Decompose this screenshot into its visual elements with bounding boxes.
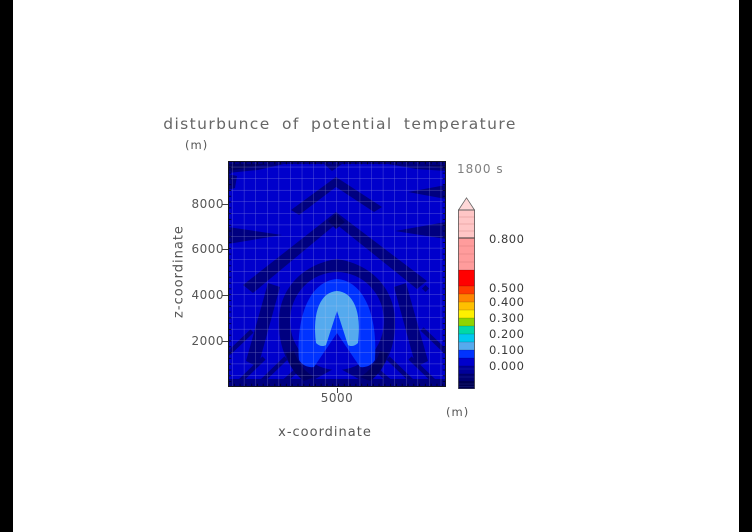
colorbar-tick-label: 0.200 [489,327,525,341]
time-annotation: 1800 s [457,162,504,176]
colorbar-frame [458,209,475,389]
colorbar-navy-stripes [458,368,475,387]
x-tick-mark [337,388,338,393]
y-tick-label: 8000 [191,197,224,211]
grid-lines [228,161,446,387]
y-tick-mark [222,341,228,342]
colorbar-overflow-arrow-icon [458,197,475,211]
contour-plot [228,161,446,387]
y-tick-label: 2000 [191,334,224,348]
y-tick-label: 4000 [191,288,224,302]
right-black-bar [739,0,752,532]
colorbar-tick-label: 0.400 [489,295,525,309]
colorbar-gradient [458,210,475,389]
colorbar-tick-label: 0.500 [489,281,525,295]
colorbar-segment-lines [458,269,475,382]
y-tick-mark [222,249,228,250]
colorbar-tick-label: 0.800 [489,232,525,246]
colorbar-tick-label: 0.100 [489,343,525,357]
x-axis-title: x-coordinate [278,425,372,440]
colorbar-tick-label: 0.300 [489,311,525,325]
y-axis-title: z-coordinate [171,225,187,318]
colorbar-tick-label: 0.000 [489,359,525,373]
left-black-bar [0,0,13,532]
colorbar [458,197,475,389]
y-tick-mark [222,295,228,296]
colorbar-pink-stripes [458,216,475,263]
y-axis-unit-label: (m) [185,138,209,152]
plot-frame [228,161,446,387]
y-tick-mark [222,204,228,205]
x-axis-unit-label: (m) [446,405,470,419]
y-tick-label: 6000 [191,242,224,256]
plot-title: disturbunce of potential temperature [163,115,517,133]
x-tick-label: 5000 [320,391,354,405]
